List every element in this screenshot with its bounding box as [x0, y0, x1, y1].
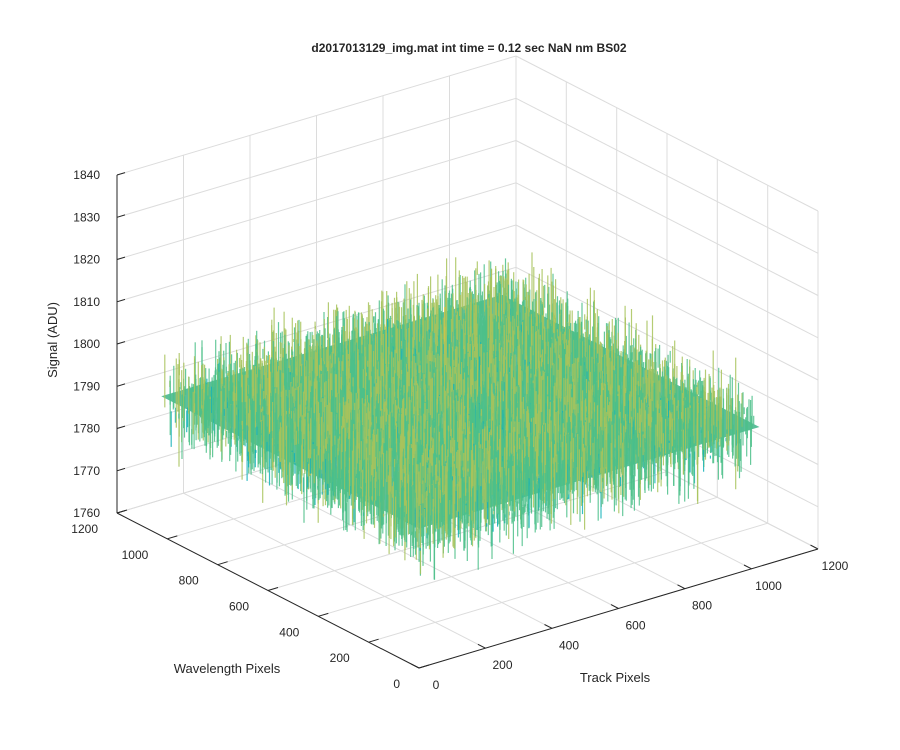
chart-title: d2017013129_img.mat int time = 0.12 sec … — [311, 41, 626, 55]
grid-line — [116, 97, 517, 218]
surface — [161, 252, 760, 580]
grid-line — [515, 140, 819, 296]
grid-line — [116, 55, 517, 176]
grid-line — [515, 266, 819, 423]
grid-line — [515, 182, 819, 339]
grid-line — [515, 97, 819, 254]
grid-line — [116, 140, 517, 260]
grid-line — [116, 224, 517, 345]
grid-line — [515, 55, 819, 212]
grid-line — [318, 496, 718, 617]
grid-line — [116, 182, 517, 303]
grid-line — [515, 224, 819, 381]
grid-line — [368, 522, 768, 643]
